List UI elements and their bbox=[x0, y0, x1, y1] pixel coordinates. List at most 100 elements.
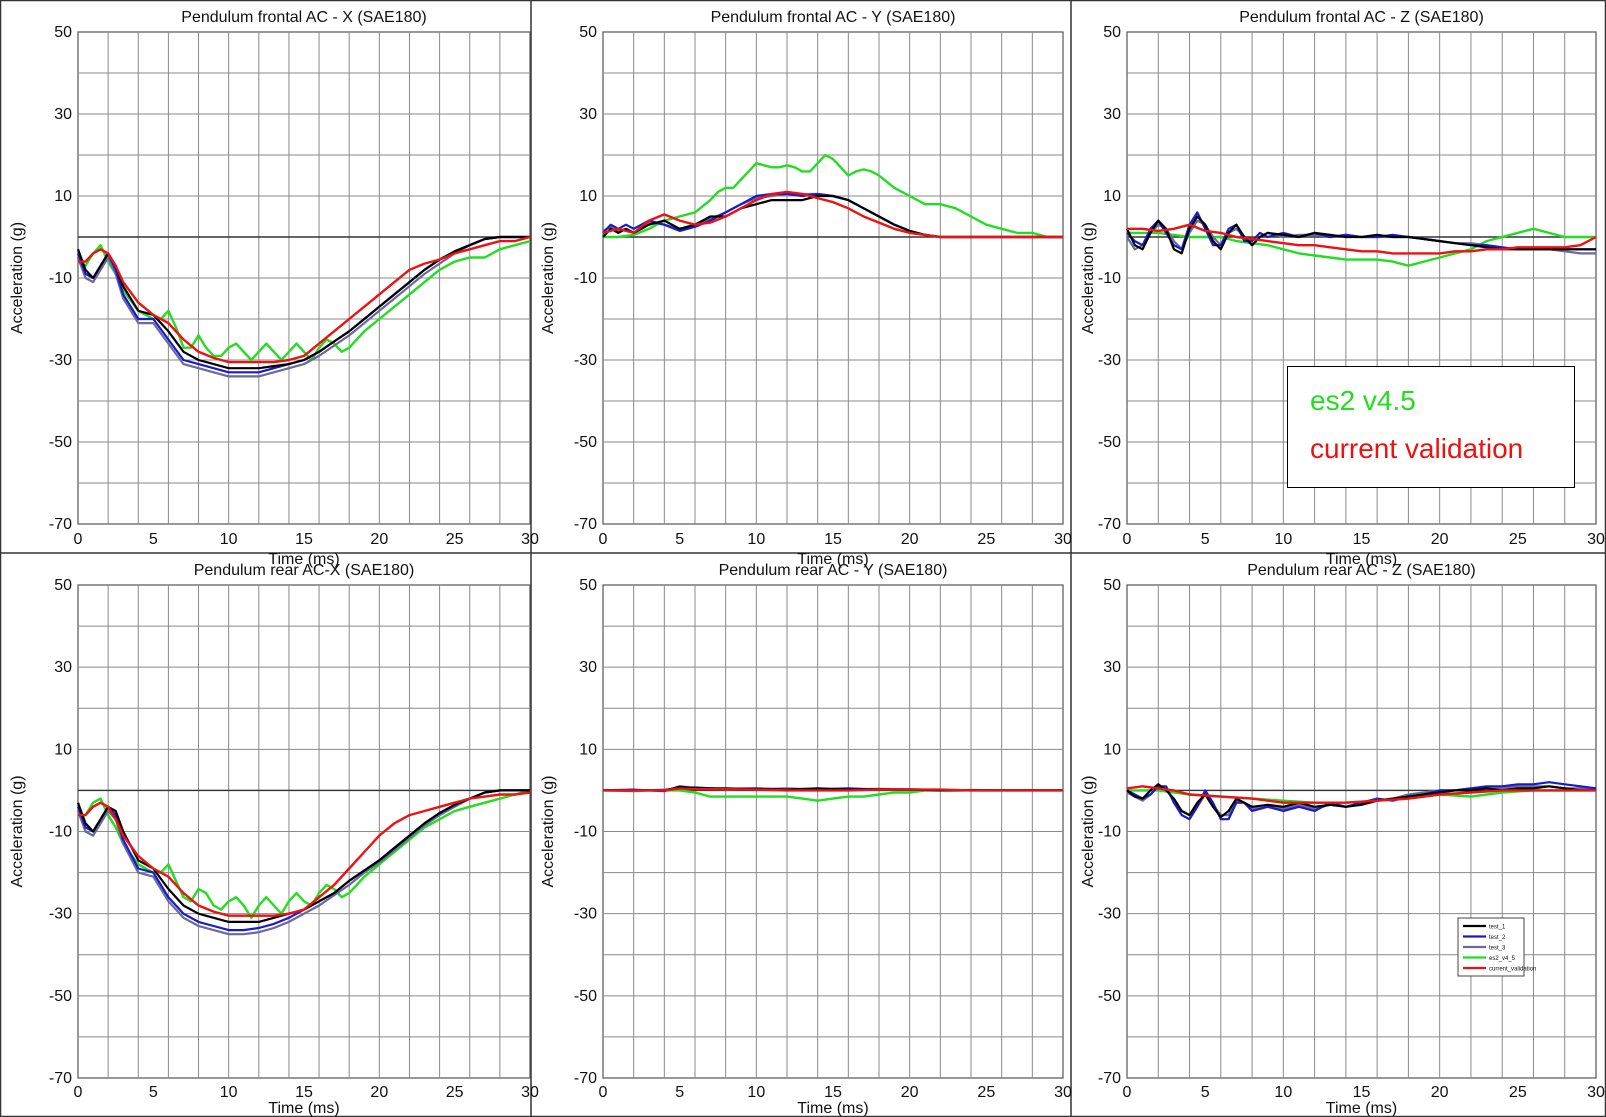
y-tick-label: 50 bbox=[1103, 24, 1121, 41]
mini-legend: test_1 test_2 test_3 es2_v4_5 current_valida… bbox=[1457, 917, 1536, 977]
x-tick-label: 0 bbox=[74, 531, 83, 548]
y-tick-label: 50 bbox=[579, 577, 597, 594]
y-tick-label: -70 bbox=[1098, 1070, 1121, 1087]
x-axis-label: Time (ms) bbox=[1326, 551, 1397, 568]
overlay-legend-es2-label: es2 v4.5 bbox=[1310, 385, 1416, 416]
x-tick-label: 20 bbox=[370, 1084, 388, 1101]
y-tick-label: -50 bbox=[574, 988, 597, 1005]
y-tick-label: 50 bbox=[54, 577, 72, 594]
x-tick-label: 0 bbox=[599, 531, 608, 548]
y-tick-label: 10 bbox=[1103, 741, 1121, 758]
series-line-es2-v4-5 bbox=[78, 789, 531, 919]
x-tick-label: 30 bbox=[1587, 1084, 1605, 1101]
x-tick-label: 10 bbox=[220, 531, 238, 548]
overlay-legend-box: es2 v4.5 current validation bbox=[1287, 366, 1575, 488]
y-tick-label: -70 bbox=[49, 1070, 72, 1087]
x-tick-label: 10 bbox=[747, 1084, 765, 1101]
chart-panel-5: Pendulum rear AC - Y (SAE180)503010-10-3… bbox=[540, 562, 1072, 1117]
y-tick-label: -10 bbox=[574, 824, 597, 841]
y-tick-label: 10 bbox=[579, 741, 597, 758]
mini-legend-label: test_2 bbox=[1489, 935, 1506, 941]
series-line-test-3 bbox=[76, 789, 530, 936]
mini-legend-label: test_1 bbox=[1489, 925, 1506, 931]
series-line-es2-v4-5 bbox=[1127, 227, 1596, 267]
y-tick-label: -50 bbox=[49, 988, 72, 1005]
y-tick-label: -50 bbox=[49, 434, 72, 451]
series-line-current-validation bbox=[78, 791, 531, 917]
x-axis-label: Time (ms) bbox=[797, 551, 868, 568]
y-axis-label: Acceleration (g) bbox=[9, 775, 26, 887]
x-tick-label: 25 bbox=[446, 531, 464, 548]
series-line-current-validation bbox=[78, 235, 531, 364]
x-tick-label: 10 bbox=[1274, 1084, 1292, 1101]
mini-legend-label: current_validation bbox=[1489, 967, 1536, 973]
y-axis-label: Acceleration (g) bbox=[1080, 775, 1097, 887]
y-axis-label: Acceleration (g) bbox=[540, 222, 557, 334]
x-tick-label: 10 bbox=[1274, 531, 1292, 548]
series-line-current-validation bbox=[603, 787, 1063, 792]
x-tick-label: 15 bbox=[824, 1084, 842, 1101]
mini-legend-label: test_3 bbox=[1489, 946, 1506, 952]
series-line-current-validation bbox=[1127, 223, 1597, 255]
chart-title: Pendulum rear AC - Y (SAE180) bbox=[719, 562, 948, 579]
chart-panel-1: Pendulum frontal AC - X (SAE180)503010-1… bbox=[9, 9, 539, 568]
y-tick-label: 30 bbox=[54, 106, 72, 123]
series-line-es2-v4-5 bbox=[603, 153, 1063, 239]
chart-title: Pendulum rear AC - Z (SAE180) bbox=[1247, 562, 1476, 579]
x-axis-label: Time (ms) bbox=[1326, 1100, 1397, 1117]
x-axis-label: Time (ms) bbox=[268, 551, 339, 568]
x-tick-label: 0 bbox=[599, 1084, 608, 1101]
y-tick-label: -10 bbox=[49, 824, 72, 841]
chart-title: Pendulum rear AC-X (SAE180) bbox=[194, 562, 415, 579]
x-axis-label: Time (ms) bbox=[268, 1100, 339, 1117]
y-tick-label: 10 bbox=[1103, 188, 1121, 205]
x-tick-label: 25 bbox=[977, 1084, 995, 1101]
y-tick-label: -50 bbox=[574, 434, 597, 451]
x-tick-label: 20 bbox=[1431, 531, 1449, 548]
y-tick-label: 10 bbox=[54, 188, 72, 205]
y-tick-label: 30 bbox=[579, 659, 597, 676]
x-tick-label: 15 bbox=[1353, 531, 1371, 548]
y-tick-label: 30 bbox=[1103, 659, 1121, 676]
y-tick-label: -50 bbox=[1098, 434, 1121, 451]
x-tick-label: 10 bbox=[220, 1084, 238, 1101]
y-tick-label: 50 bbox=[54, 24, 72, 41]
x-tick-label: 15 bbox=[824, 531, 842, 548]
x-tick-label: 15 bbox=[1353, 1084, 1371, 1101]
y-tick-label: 10 bbox=[579, 188, 597, 205]
x-tick-label: 5 bbox=[149, 1084, 158, 1101]
x-tick-label: 0 bbox=[1123, 1084, 1132, 1101]
x-tick-label: 0 bbox=[74, 1084, 83, 1101]
x-tick-label: 25 bbox=[446, 1084, 464, 1101]
x-tick-label: 5 bbox=[1201, 1084, 1210, 1101]
x-tick-label: 5 bbox=[1201, 531, 1210, 548]
y-axis-label: Acceleration (g) bbox=[540, 775, 557, 887]
series-line-current-validation bbox=[1126, 785, 1596, 804]
x-tick-label: 5 bbox=[675, 1084, 684, 1101]
x-tick-label: 0 bbox=[1123, 531, 1132, 548]
chart-panel-6: Pendulum rear AC - Z (SAE180)503010-10-3… bbox=[1080, 562, 1605, 1117]
chart-panel-2: Pendulum frontal AC - Y (SAE180)503010-1… bbox=[540, 9, 1072, 568]
y-tick-label: -70 bbox=[574, 516, 597, 533]
y-tick-label: 30 bbox=[1103, 106, 1121, 123]
y-tick-label: 10 bbox=[54, 741, 72, 758]
x-tick-label: 30 bbox=[521, 1084, 539, 1101]
x-tick-label: 20 bbox=[1431, 1084, 1449, 1101]
y-tick-label: -30 bbox=[574, 906, 597, 923]
series-line-test-2 bbox=[1126, 781, 1597, 821]
x-tick-label: 20 bbox=[370, 531, 388, 548]
x-tick-label: 30 bbox=[521, 531, 539, 548]
x-tick-label: 30 bbox=[1054, 531, 1072, 548]
chart-panel-4: Pendulum rear AC-X (SAE180)503010-10-30-… bbox=[9, 562, 539, 1117]
overlay-legend-current-validation-label: current validation bbox=[1310, 433, 1524, 464]
x-tick-label: 30 bbox=[1587, 531, 1605, 548]
y-axis-label: Acceleration (g) bbox=[9, 222, 26, 334]
y-tick-label: -50 bbox=[1098, 988, 1121, 1005]
y-tick-label: -10 bbox=[1098, 270, 1121, 287]
y-tick-label: 30 bbox=[579, 106, 597, 123]
x-tick-label: 20 bbox=[901, 1084, 919, 1101]
y-tick-label: -10 bbox=[1098, 824, 1121, 841]
x-tick-label: 5 bbox=[675, 531, 684, 548]
y-tick-label: -70 bbox=[574, 1070, 597, 1087]
